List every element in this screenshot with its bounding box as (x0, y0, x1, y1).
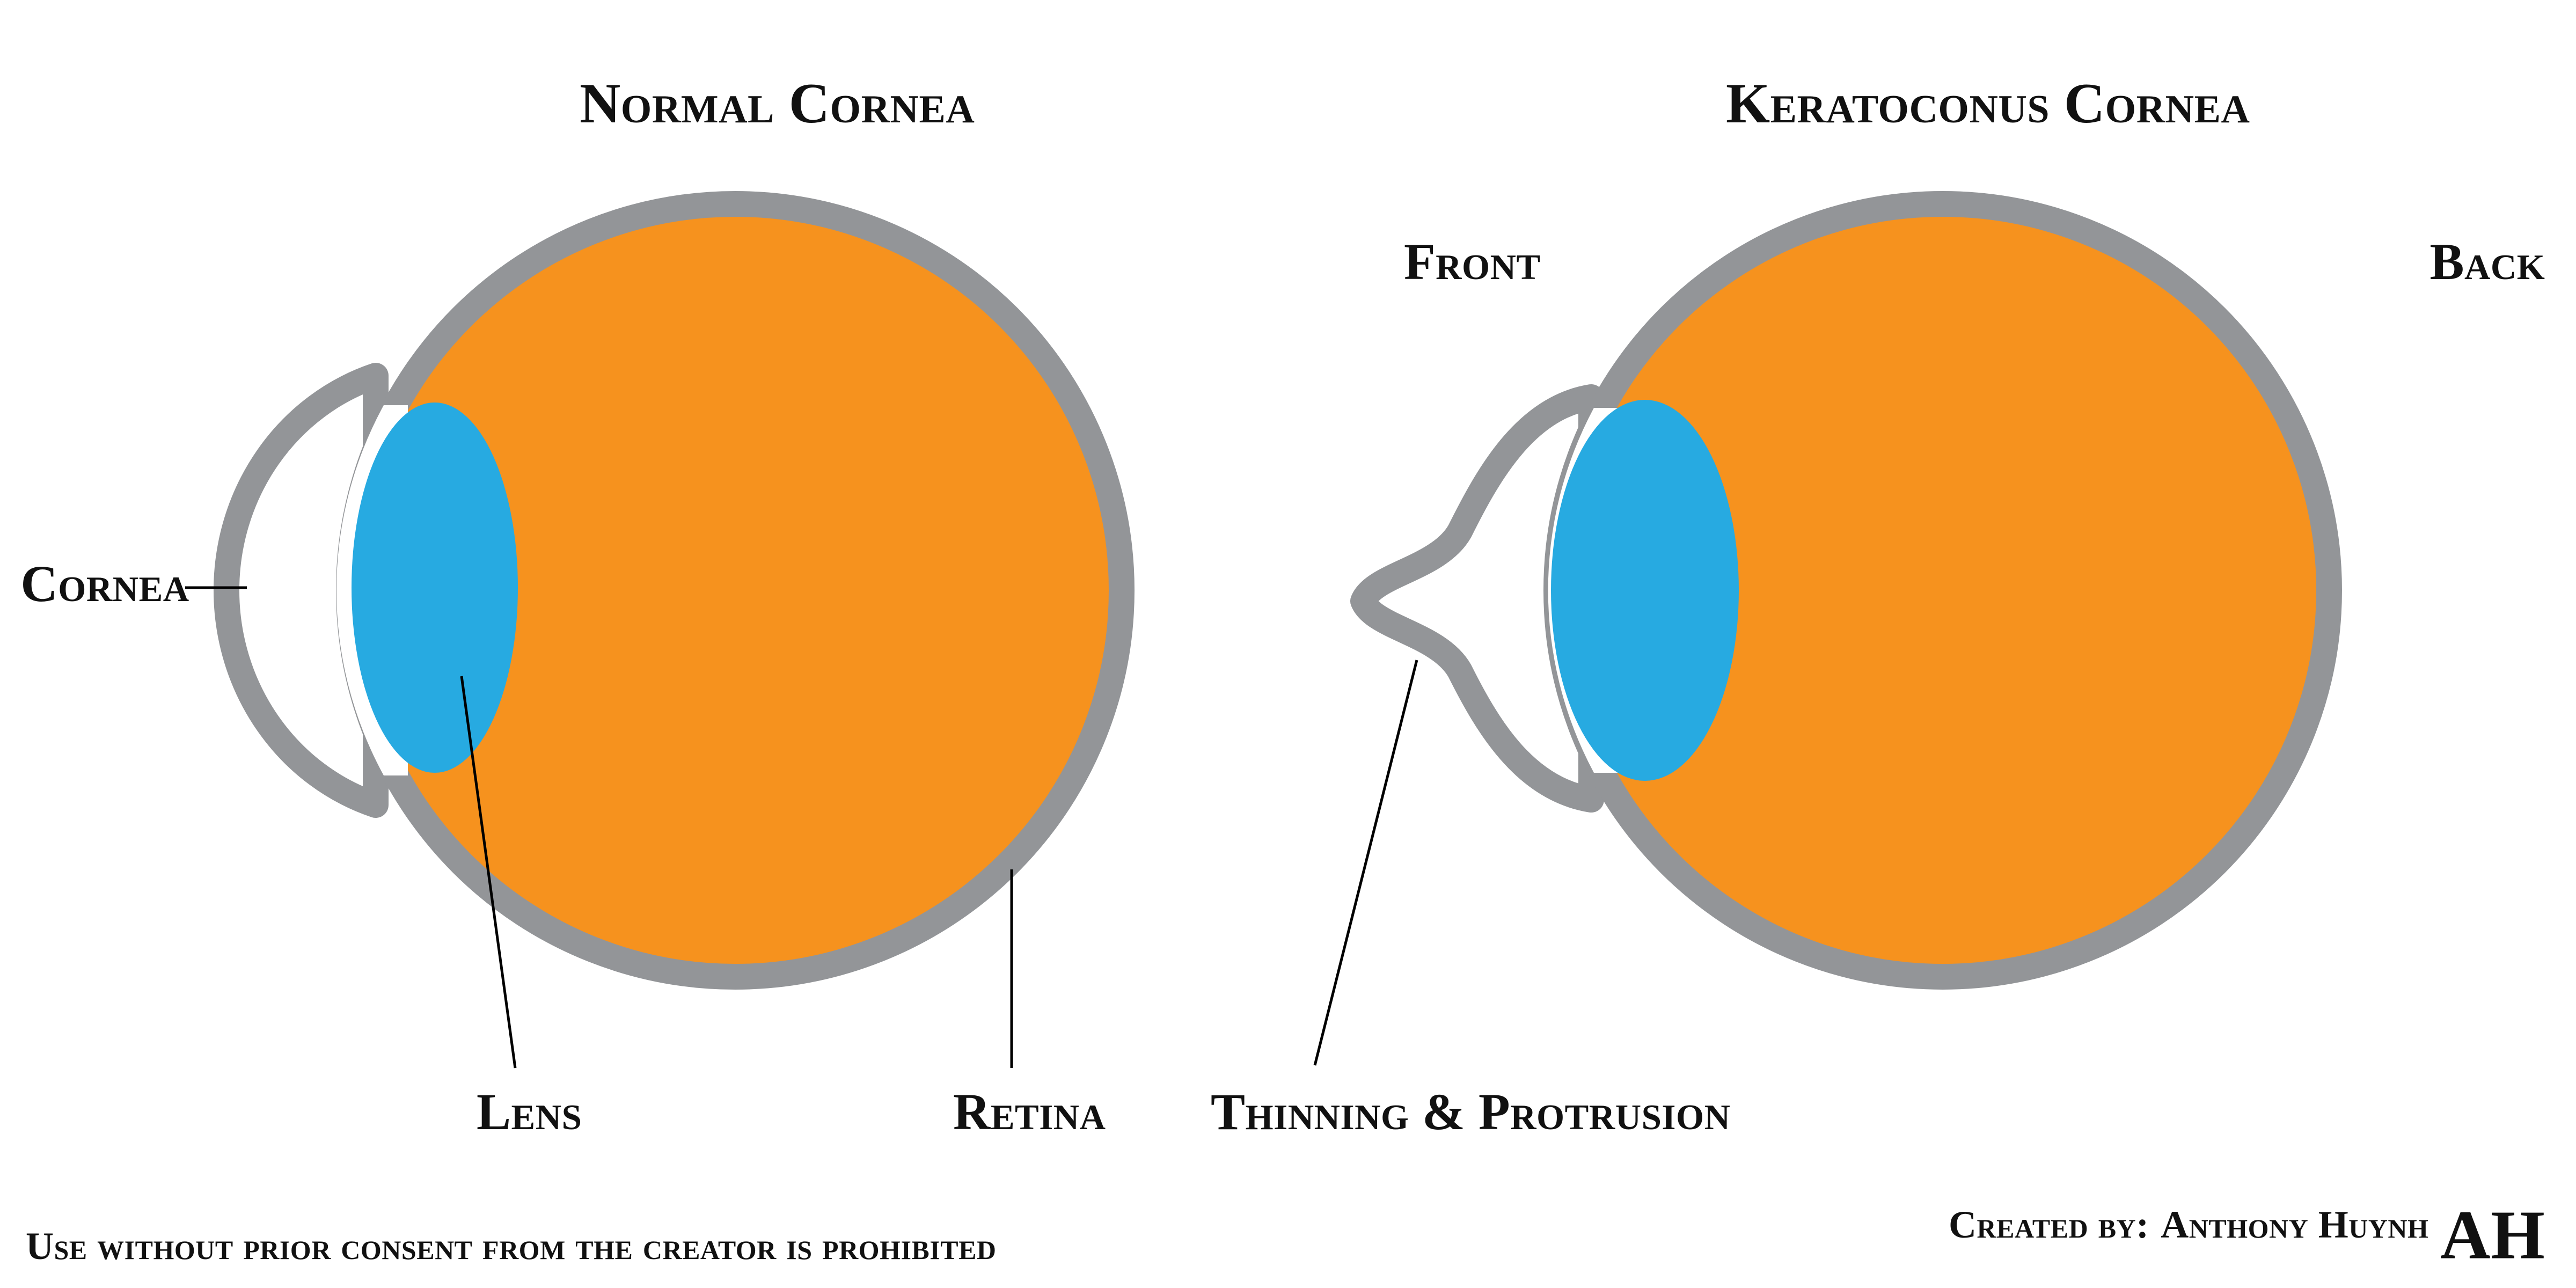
right-title: Keratoconus Cornea (1726, 71, 2250, 136)
left-eye (185, 204, 1122, 1068)
footer-signature: AH (2440, 1195, 2545, 1275)
right-eye (1315, 204, 2329, 1065)
footer-credit-author: Anthony Huynh (2161, 1203, 2428, 1247)
right-thinning-leader (1315, 660, 1417, 1065)
label-lens: Lens (477, 1082, 582, 1141)
label-back: Back (2429, 232, 2545, 291)
label-cornea: Cornea (20, 554, 189, 613)
footer-disclaimer: Use without prior consent from the creat… (26, 1224, 997, 1269)
right-lens (1551, 400, 1739, 781)
left-lens (352, 402, 518, 773)
label-front: Front (1404, 232, 1541, 291)
label-retina: Retina (953, 1082, 1106, 1141)
left-title: Normal Cornea (580, 71, 975, 136)
footer-credit: Created by: Anthony Huynh AH (1949, 1185, 2545, 1265)
label-thinning: Thinning & Protrusion (1211, 1082, 1730, 1141)
diagram-stage: Normal Cornea Keratoconus Cornea Cornea … (0, 0, 2576, 1288)
footer-credit-prefix: Created by: (1949, 1203, 2149, 1247)
